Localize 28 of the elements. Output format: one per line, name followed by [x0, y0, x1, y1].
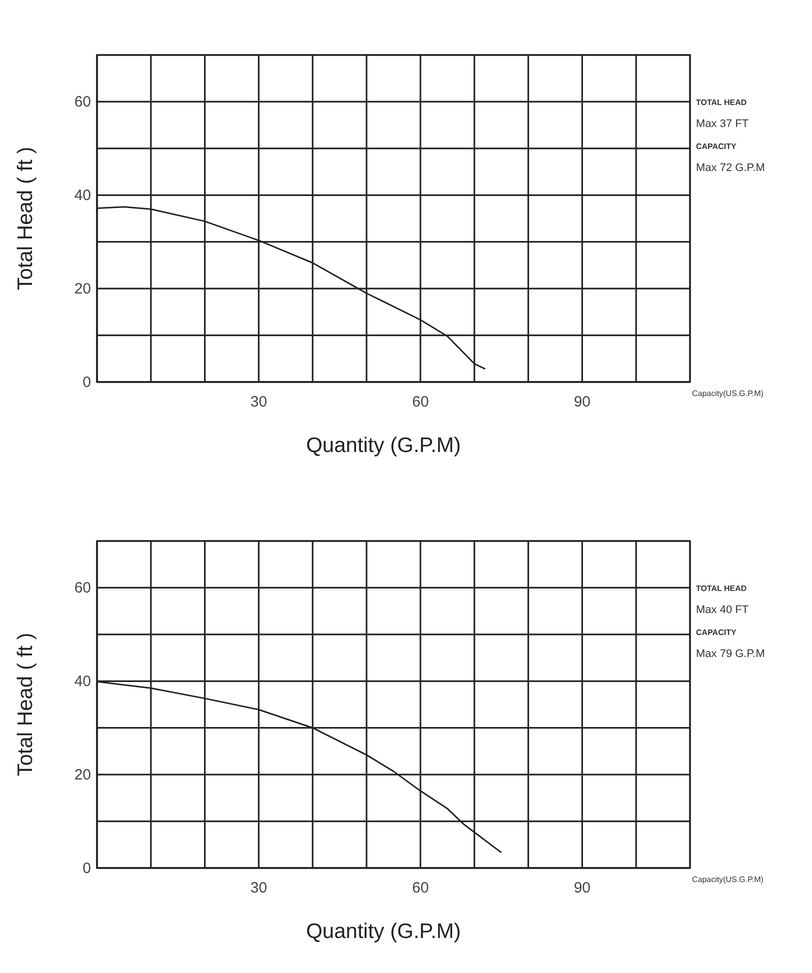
- x-tick-label: 60: [412, 880, 429, 897]
- y-axis-title: Total Head ( ft ): [14, 632, 37, 776]
- y-tick-label: 20: [74, 766, 91, 784]
- text: CAPACITY: [696, 142, 737, 151]
- x-tick-label: 90: [574, 880, 591, 897]
- y-tick-label: 0: [82, 860, 91, 877]
- text: Capacity(US.G.P.M): [692, 875, 764, 884]
- y-tick-label: 40: [74, 186, 91, 204]
- x-axis-title: Quantity (G.P.M): [306, 434, 461, 457]
- text: TOTAL HEAD: [696, 98, 747, 107]
- y-tick-label: 40: [74, 672, 91, 690]
- y-tick-label: 60: [74, 94, 91, 111]
- y-tick-label: 60: [74, 580, 91, 597]
- text: Max 40 FT: [696, 604, 749, 616]
- x-axis-title: Quantity (G.P.M): [306, 920, 461, 943]
- y-tick-label: 0: [82, 374, 91, 391]
- text: Max 37 FT: [696, 118, 749, 130]
- text: TOTAL HEAD: [696, 584, 747, 593]
- x-tick-label: 30: [250, 880, 268, 897]
- x-tick-label: 60: [412, 394, 429, 411]
- text: Max 72 G.P.M: [696, 162, 765, 174]
- text: Capacity(US.G.P.M): [692, 389, 764, 398]
- y-axis-title: Total Head ( ft ): [14, 146, 37, 290]
- text: Max 79 G.P.M: [696, 648, 765, 660]
- y-tick-label: 20: [74, 280, 91, 298]
- x-tick-label: 30: [250, 394, 268, 411]
- text: CAPACITY: [696, 628, 737, 637]
- x-tick-label: 90: [574, 394, 591, 411]
